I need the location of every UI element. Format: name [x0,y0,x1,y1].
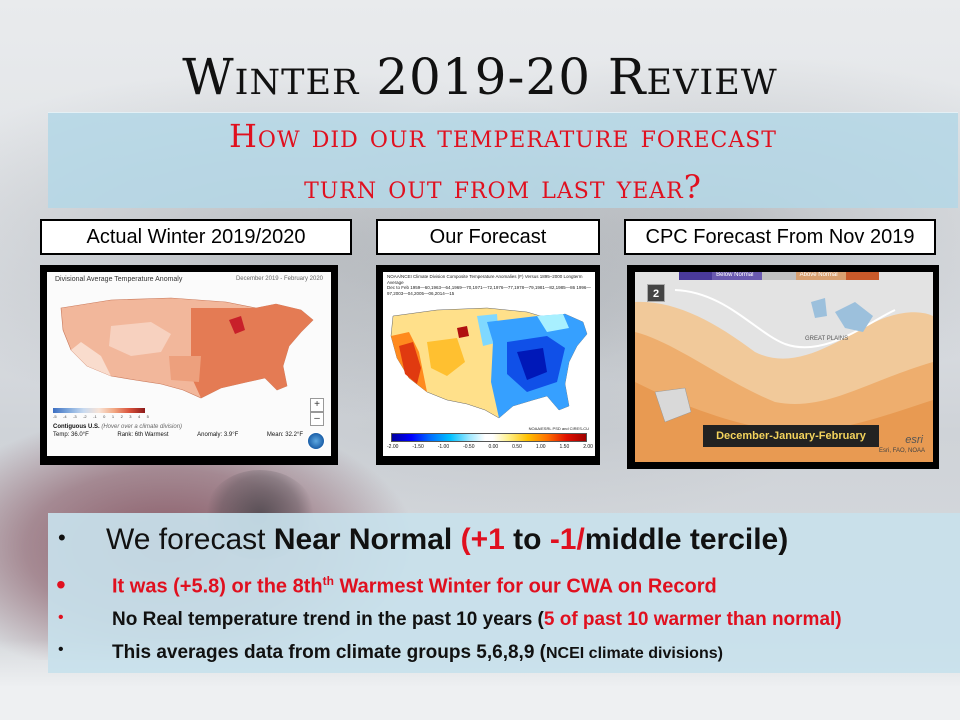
forecast-color-scale [391,433,587,442]
actual-map-footer: Contiguous U.S. (Hover over a climate di… [53,424,303,438]
cpc-season-label: December-January-February [703,425,879,447]
subtitle-band [48,112,958,208]
actual-map-frame: Divisional Average Temperature Anomaly D… [47,272,331,456]
actual-map-date: December 2019 - February 2020 [235,276,323,282]
bullet-dot-icon: • [56,569,66,600]
actual-anomaly-us-map [60,297,314,399]
zoom-out-button[interactable]: – [310,412,324,426]
cpc-legend: Below Normal Above Normal [679,272,880,280]
actual-color-scale [53,408,145,413]
noaa-logo-icon [307,432,325,450]
zoom-in-button[interactable]: + [310,398,324,412]
cpc-region-label: GREAT PLAINS [805,336,849,342]
forecast-anomaly-us-map [390,307,588,419]
subtitle-line-1: How did our temperature forecast [229,117,777,155]
slide-title: Winter 2019-20 Review [182,48,778,106]
panel-label-our-forecast: Our Forecast [376,219,600,255]
bullet-3: • No Real temperature trend in the past … [58,609,842,630]
cpc-forecast-map: Below Normal Above Normal 2 GREAT PLAINS… [627,265,939,469]
bullet-box: • We forecast Near Normal (+1 to -1/midd… [48,513,960,673]
forecast-map-credit: NOAA/ESRL PSD and CIRES-CU [528,426,589,431]
cpc-map-frame: Below Normal Above Normal 2 GREAT PLAINS… [635,272,933,462]
panel-label-cpc-forecast: CPC Forecast From Nov 2019 [624,219,936,255]
forecast-map-header: NOAA/NCEI Climate Division Composite Tem… [387,274,591,296]
bullet-1: • We forecast Near Normal (+1 to -1/midd… [58,523,789,556]
our-forecast-map: NOAA/NCEI Climate Division Composite Tem… [376,265,600,465]
bullet-dot-icon: • [58,609,64,626]
actual-map-title: Divisional Average Temperature Anomaly [55,276,183,283]
forecast-scale-labels: -2.00 -1.50 -1.00 -0.50 0.00 0.50 1.00 1.50 2.00 [387,444,593,450]
cpc-lead-badge: 2 [647,284,665,302]
bullet-4: • This averages data from climate groups… [58,641,723,663]
subtitle-line-2: turn out from last year? [304,168,702,206]
forecast-map-frame: NOAA/NCEI Climate Division Composite Tem… [383,272,595,456]
bullet-dot-icon: • [58,525,66,550]
actual-winter-map: Divisional Average Temperature Anomaly D… [40,265,338,465]
panel-label-actual: Actual Winter 2019/2020 [40,219,352,255]
actual-scale-labels: -5 -4 -3 -2 -1 0 1 2 3 4 5 [53,414,149,419]
bullet-2: • It was (+5.8) or the 8thth Warmest Win… [56,569,717,600]
esri-logo-text: esri [905,434,923,446]
bullet-dot-icon: • [58,641,64,658]
cpc-map-credit: Esri, FAO, NOAA [878,448,925,454]
